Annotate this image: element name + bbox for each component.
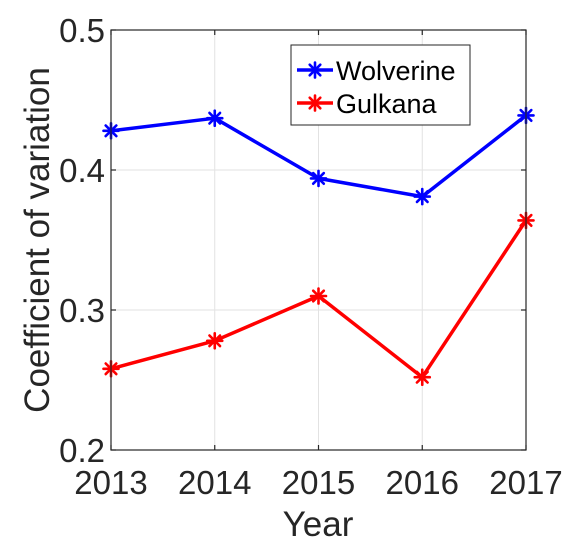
- y-tick-label: 0.3: [59, 292, 105, 329]
- legend-box: [290, 44, 471, 126]
- legend-marker-wolverine: [306, 61, 324, 79]
- data-point-wolverine: [205, 109, 224, 127]
- data-point-gulkana: [413, 368, 432, 387]
- x-tick-label: 2013: [74, 464, 147, 501]
- y-tick-label: 0.2: [59, 432, 105, 469]
- y-axis-ticks: 0.2 0.3 0.4 0.5: [59, 12, 526, 469]
- data-point-gulkana: [205, 331, 224, 350]
- x-tick-label: 2015: [282, 464, 355, 501]
- x-tick-label: 2016: [386, 464, 459, 501]
- legend-label-gulkana: Gulkana: [336, 89, 438, 119]
- x-axis-ticks: 2013 2014 2015 2016 2017: [74, 30, 563, 501]
- data-point-gulkana: [309, 287, 328, 305]
- legend-label-wolverine: Wolverine: [336, 56, 456, 86]
- data-point-wolverine: [309, 169, 328, 188]
- legend-marker-gulkana: [306, 94, 324, 112]
- y-tick-label: 0.5: [59, 12, 105, 49]
- y-axis-label: Coefficient of variation: [18, 67, 57, 413]
- x-axis-label: Year: [283, 505, 354, 544]
- data-point-wolverine: [413, 187, 432, 206]
- x-tick-label: 2017: [489, 464, 562, 501]
- y-tick-label: 0.4: [59, 152, 105, 189]
- x-tick-label: 2014: [178, 464, 251, 501]
